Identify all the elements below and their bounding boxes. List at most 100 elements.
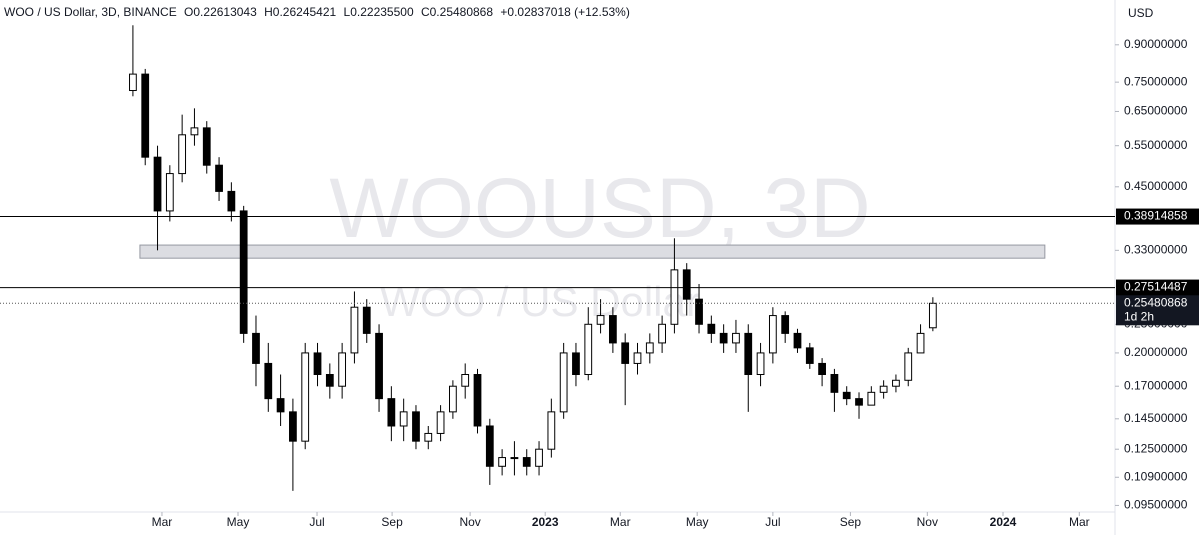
candle-body (227, 190, 236, 212)
x-tick-label: 2023 (532, 515, 559, 529)
currency-box[interactable] (1117, 3, 1197, 25)
y-tick-label: 0.90000000 (1124, 37, 1188, 51)
x-tick-label: Mar (1069, 515, 1090, 529)
candle-body (535, 448, 543, 467)
candle-body (892, 379, 900, 387)
x-tick-label: Nov (917, 515, 938, 529)
candle-body (621, 342, 630, 364)
candle-body (301, 352, 310, 442)
countdown: 1d 2h (1124, 309, 1154, 323)
y-tick-label: 0.45000000 (1124, 179, 1188, 193)
zone (139, 244, 1046, 259)
candle-body (498, 457, 507, 467)
candle-body (424, 432, 433, 442)
candle-body (485, 425, 494, 467)
y-tick-label: 0.10900000 (1124, 469, 1188, 483)
x-tick-label: May (686, 515, 709, 529)
header: WOO / US Dollar, 3D, BINANCE O0.22613043… (4, 5, 630, 19)
x-tick-label: May (227, 515, 250, 529)
y-tick-label: 0.17000000 (1124, 378, 1188, 392)
candle-body (129, 73, 137, 92)
ohlc-low: L0.22235500 (344, 5, 414, 19)
candle-body (215, 164, 223, 192)
candle-body (596, 315, 605, 325)
level-label-bg (1116, 208, 1199, 225)
symbol: WOO / US Dollar, 3D, BINANCE (4, 5, 177, 19)
watermark: WOOUSD, 3D (329, 161, 870, 255)
plot (129, 25, 1046, 491)
candle-body (645, 342, 654, 354)
y-tick-label: 0.12500000 (1124, 441, 1188, 455)
x-tick-label: Sep (381, 515, 403, 529)
candle-body (916, 332, 925, 354)
candle-body (904, 352, 913, 381)
candle-body (399, 411, 408, 427)
candle-body (756, 352, 765, 376)
x-tick-label: Mar (610, 515, 631, 529)
x-tick-label: Sep (840, 515, 862, 529)
candle-body (436, 411, 445, 434)
candle-body (252, 332, 260, 364)
y-tick-label: 0.75000000 (1124, 74, 1188, 88)
candle-body (559, 352, 568, 413)
level-label: 0.27514487 (1124, 280, 1188, 294)
candle-body (461, 374, 470, 387)
candle-body (510, 457, 519, 460)
y-tick-label: 0.09500000 (1124, 498, 1188, 512)
candle-body (842, 391, 851, 400)
candle-body (608, 315, 617, 344)
y-tick-label: 0.65000000 (1124, 104, 1188, 118)
x-tick-label: Jul (309, 515, 324, 529)
y-tick-label: 0.33000000 (1124, 243, 1188, 257)
ohlc-change: +0.02837018 (+12.53%) (500, 5, 629, 19)
candle-body (190, 127, 199, 136)
candle-body (867, 391, 876, 406)
currency[interactable]: USD (1128, 6, 1154, 20)
candle-body (658, 323, 666, 344)
level-label-bg (1116, 279, 1199, 296)
x-tick-label: 2024 (990, 515, 1017, 529)
candle-body (732, 332, 740, 344)
y-tick-label: 0.55000000 (1124, 138, 1188, 152)
x-tick-label: Nov (459, 515, 480, 529)
price-label-bg (1116, 295, 1199, 326)
candle-body (830, 374, 839, 393)
candle-body (805, 347, 814, 364)
candle-body (855, 398, 863, 406)
candle-body (325, 374, 334, 387)
candle-body (178, 134, 187, 175)
candle-body (264, 362, 273, 400)
candle-body (633, 352, 642, 364)
y-tick-label: 0.20000000 (1124, 345, 1188, 359)
candle-body (695, 298, 703, 325)
candle-body (276, 398, 285, 413)
candle-body (153, 156, 162, 212)
candle-body (928, 302, 937, 329)
level-label: 0.38914858 (1124, 209, 1188, 223)
candle-body (707, 323, 716, 334)
candle-body (572, 352, 580, 376)
ohlc-close: C0.25480868 (421, 5, 493, 19)
candle-body (744, 332, 753, 376)
candle-body (289, 411, 297, 442)
candle-body (338, 352, 347, 387)
candle-body (141, 73, 150, 158)
candle-body (781, 315, 790, 334)
candle-body (449, 385, 457, 413)
x-tick-label: Jul (765, 515, 780, 529)
candle-body (793, 332, 802, 349)
candle-body (239, 210, 248, 334)
candle-body (473, 374, 482, 427)
candle-body (818, 362, 826, 376)
candle-body (719, 332, 728, 344)
x-tick-label: Mar (152, 515, 173, 529)
candle-body (522, 457, 531, 467)
candle-body (682, 269, 691, 300)
ohlc-high: H0.26245421 (264, 5, 336, 19)
candle-body (768, 315, 777, 354)
candle-body (362, 306, 371, 334)
candle-body (387, 398, 396, 427)
ohlc-open: O0.22613043 (184, 5, 257, 19)
watermark-sub: WOO / US Dollar (380, 278, 700, 325)
